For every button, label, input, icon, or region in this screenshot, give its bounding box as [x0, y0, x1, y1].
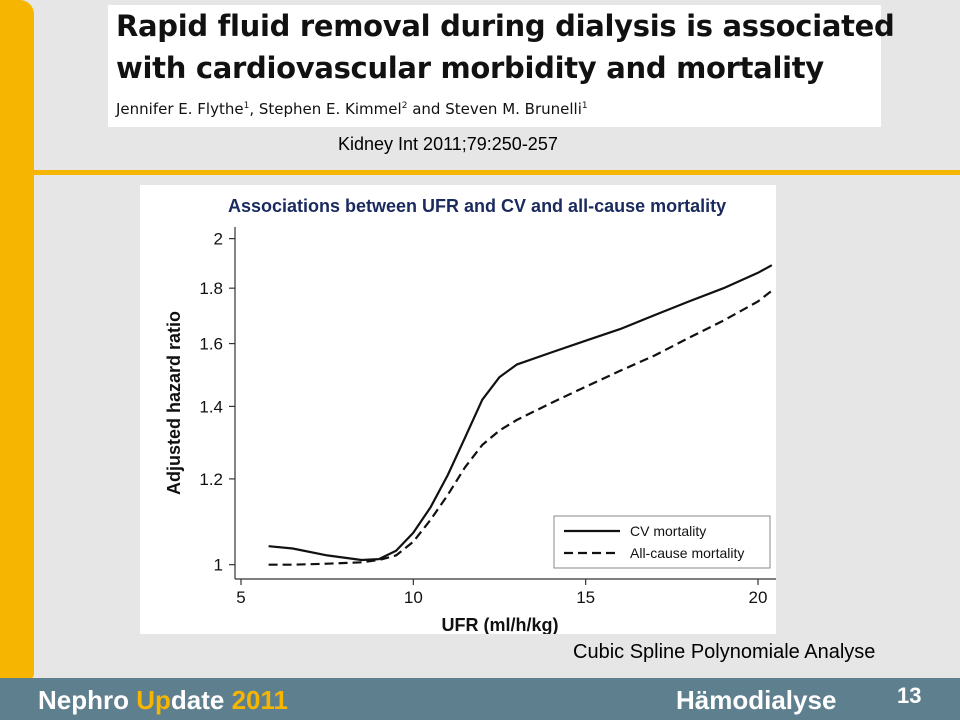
- author-name: Jennifer E. Flythe: [116, 100, 244, 118]
- chart-panel: Associations between UFR and CV and all-…: [140, 185, 776, 635]
- analysis-caption: Cubic Spline Polynomiale Analyse: [573, 641, 876, 663]
- footer-brand: Nephro Update 2011: [38, 685, 288, 716]
- chart-title: Associations between UFR and CV and all-…: [228, 196, 726, 216]
- footer-brand-year: 2011: [231, 685, 288, 715]
- cv-mortality-line: [268, 264, 773, 562]
- legend-box: [553, 515, 771, 569]
- x-tick-label: 5: [236, 588, 245, 607]
- left-accent-curve: [20, 0, 34, 680]
- y-tick-label: 1.6: [199, 335, 223, 354]
- series-lines: [268, 264, 773, 566]
- footer-bar: Nephro Update 2011 Hämodialyse 13: [0, 678, 960, 720]
- paper-authors: Jennifer E. Flythe1, Stephen E. Kimmel2 …: [116, 100, 588, 118]
- y-tick-label: 1.4: [199, 397, 223, 416]
- author-affiliation: 2: [401, 101, 408, 111]
- paper-title-line-2: with cardiovascular morbidity and mortal…: [116, 51, 824, 85]
- all-cause-mortality-line: [268, 289, 773, 566]
- y-tick-label: 1.8: [199, 279, 223, 298]
- y-tick-label: 2: [214, 230, 223, 249]
- author-affiliation: 1: [243, 101, 250, 111]
- paper-title-box: Rapid fluid removal during dialysis is a…: [108, 5, 895, 127]
- footer-brand-part3: date: [170, 685, 232, 715]
- header-divider: [0, 170, 960, 175]
- y-axis-label: Adjusted hazard ratio: [164, 311, 184, 495]
- legend-label-all-cause: All-cause mortality: [630, 545, 744, 561]
- paper-title-line-1: Rapid fluid removal during dialysis is a…: [116, 9, 895, 43]
- y-tick-label: 1.2: [199, 470, 223, 489]
- citation: Kidney Int 2011;79:250-257: [338, 134, 558, 154]
- y-ticks: 1 1.2 1.4 1.6 1.8 2: [199, 230, 235, 575]
- author-separator: ,: [249, 100, 259, 118]
- y-tick-label: 1: [214, 556, 223, 575]
- legend: CV mortality All-cause mortality: [553, 515, 771, 569]
- author-affiliation: 1: [581, 101, 588, 111]
- page-number: 13: [897, 683, 922, 708]
- author-name: Steven M. Brunelli: [445, 100, 582, 118]
- footer-brand-part2: Up: [136, 685, 171, 715]
- x-tick-label: 15: [576, 588, 595, 607]
- x-axis-label: UFR (ml/h/kg): [442, 615, 559, 634]
- x-tick-label: 20: [749, 588, 768, 607]
- left-accent-band: [0, 0, 20, 720]
- author-name: Stephen E. Kimmel: [258, 100, 402, 118]
- legend-label-cv: CV mortality: [630, 523, 706, 539]
- x-tick-label: 10: [404, 588, 423, 607]
- author-separator: and: [407, 100, 446, 118]
- x-ticks: 5 10 15 20: [236, 579, 767, 607]
- footer-brand-part1: Nephro: [38, 685, 137, 715]
- hazard-ratio-chart: Associations between UFR and CV and all-…: [164, 196, 776, 635]
- footer-section: Hämodialyse: [676, 685, 837, 715]
